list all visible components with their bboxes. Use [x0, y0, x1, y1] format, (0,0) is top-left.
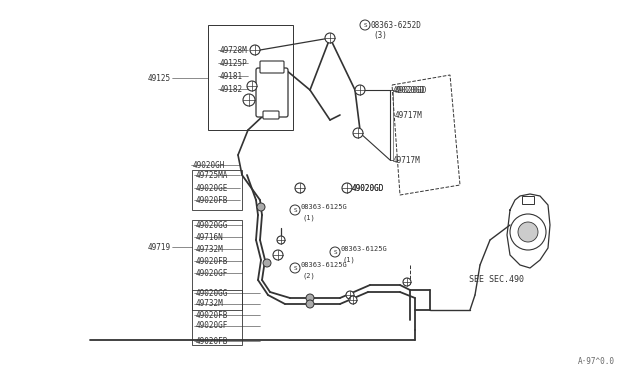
- Text: 49725MA: 49725MA: [196, 170, 228, 180]
- Text: 49020FB: 49020FB: [196, 257, 228, 266]
- Circle shape: [518, 222, 538, 242]
- Text: 49719: 49719: [148, 243, 171, 251]
- Text: 49732M: 49732M: [196, 299, 224, 308]
- Text: 49020GD: 49020GD: [393, 86, 426, 94]
- Bar: [208, 25, 293, 130]
- Text: 49020GH: 49020GH: [193, 160, 225, 170]
- Circle shape: [360, 20, 370, 30]
- FancyBboxPatch shape: [256, 68, 288, 117]
- Text: 08363-6252D: 08363-6252D: [371, 20, 422, 29]
- Bar: [192, 290, 242, 345]
- Text: S: S: [364, 22, 367, 28]
- Text: S: S: [293, 266, 297, 270]
- Text: (2): (2): [303, 273, 316, 279]
- Circle shape: [346, 291, 354, 299]
- Text: 49020FB: 49020FB: [196, 311, 228, 320]
- Text: 49020GF: 49020GF: [196, 321, 228, 330]
- Circle shape: [243, 94, 255, 106]
- Bar: [192, 220, 242, 310]
- Text: (1): (1): [303, 215, 316, 221]
- Text: S: S: [293, 208, 297, 212]
- Text: 49020GF: 49020GF: [196, 269, 228, 278]
- Text: 49125P: 49125P: [220, 58, 248, 67]
- Circle shape: [250, 45, 260, 55]
- Text: 08363-6125G: 08363-6125G: [301, 262, 348, 268]
- Bar: [522, 196, 534, 204]
- Text: 49717M: 49717M: [393, 155, 420, 164]
- Circle shape: [510, 214, 546, 250]
- Circle shape: [355, 85, 365, 95]
- Circle shape: [306, 300, 314, 308]
- Text: 49728M: 49728M: [220, 45, 248, 55]
- Text: A·97^0.0: A·97^0.0: [578, 357, 615, 366]
- Text: SEE SEC.490: SEE SEC.490: [470, 276, 525, 285]
- Text: 49020FB: 49020FB: [196, 337, 228, 346]
- Text: (3): (3): [373, 31, 387, 39]
- Text: 08363-6125G: 08363-6125G: [301, 204, 348, 210]
- Circle shape: [353, 128, 363, 138]
- Text: 08363-6125G: 08363-6125G: [341, 246, 388, 252]
- Text: 49732M: 49732M: [196, 244, 224, 253]
- Text: 49717M: 49717M: [395, 110, 423, 119]
- FancyBboxPatch shape: [263, 111, 279, 119]
- Bar: [192, 170, 242, 210]
- Circle shape: [349, 296, 357, 304]
- Text: S: S: [333, 250, 337, 254]
- FancyBboxPatch shape: [260, 61, 284, 73]
- Circle shape: [295, 183, 305, 193]
- Circle shape: [273, 250, 283, 260]
- Text: 49020FB: 49020FB: [196, 196, 228, 205]
- Text: 49716N: 49716N: [196, 232, 224, 241]
- Text: 49020GD: 49020GD: [352, 183, 385, 192]
- Circle shape: [330, 247, 340, 257]
- Circle shape: [277, 236, 285, 244]
- Circle shape: [290, 205, 300, 215]
- Circle shape: [263, 259, 271, 267]
- Text: 49125: 49125: [148, 74, 171, 83]
- Text: 49020GD: 49020GD: [352, 183, 385, 192]
- Circle shape: [257, 203, 265, 211]
- Circle shape: [290, 263, 300, 273]
- Text: 49020GD: 49020GD: [395, 86, 428, 94]
- Circle shape: [403, 278, 411, 286]
- Text: 49181: 49181: [220, 71, 243, 80]
- Text: (1): (1): [343, 257, 356, 263]
- Text: 49020GE: 49020GE: [196, 183, 228, 192]
- Circle shape: [325, 33, 335, 43]
- Circle shape: [247, 81, 257, 91]
- Text: 49182: 49182: [220, 84, 243, 93]
- Text: 49020GG: 49020GG: [196, 221, 228, 230]
- Circle shape: [342, 183, 352, 193]
- Circle shape: [306, 294, 314, 302]
- Text: 49020GG: 49020GG: [196, 289, 228, 298]
